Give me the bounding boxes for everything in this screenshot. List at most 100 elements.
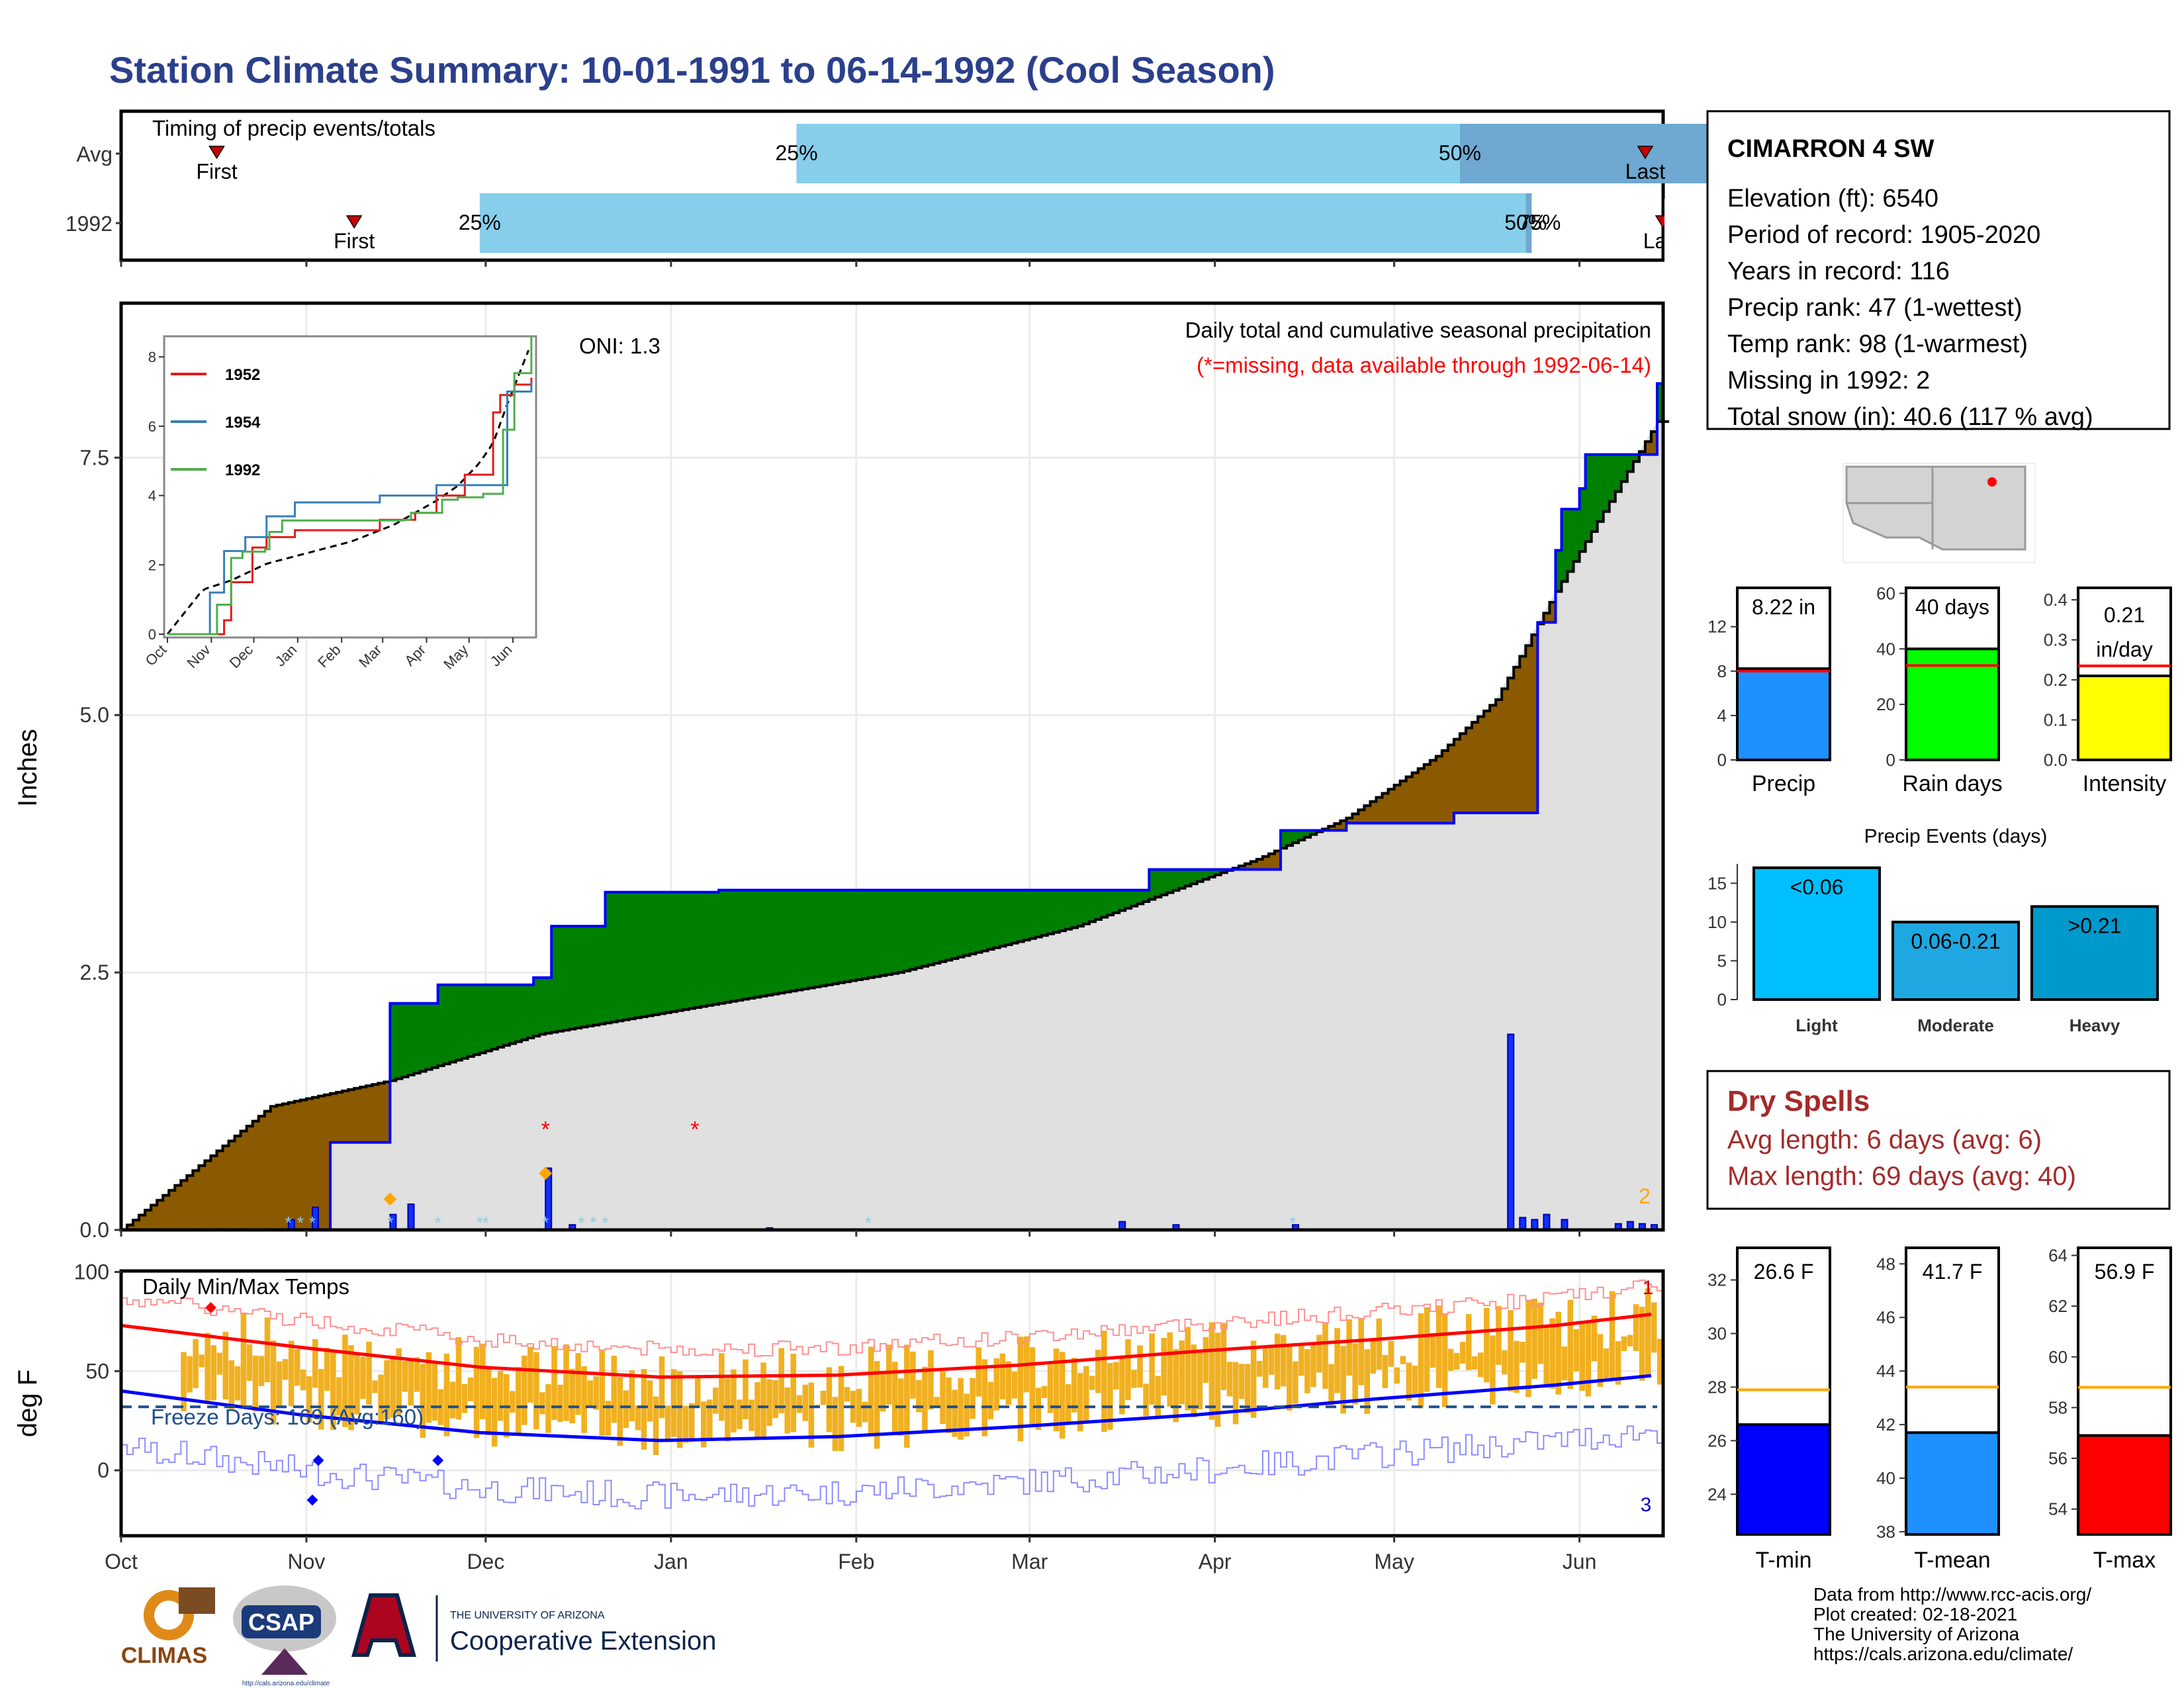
daily-temp-bar [348, 1345, 354, 1430]
daily-temp-bar [1071, 1358, 1077, 1413]
quartile-bar-25-50 [479, 193, 1526, 253]
daily-temp-bar [1418, 1313, 1424, 1409]
above-normal-fill [886, 890, 893, 975]
summary-bar-tick-label: 60 [1876, 583, 1895, 603]
inset-y-tick-label: 6 [148, 418, 156, 435]
above-normal-fill [545, 977, 553, 1033]
summary-bar-tick-label: 0 [1886, 750, 1895, 770]
temp-y-tick-label: 100 [74, 1260, 109, 1284]
daily-temp-bar [1412, 1366, 1418, 1395]
daily-temp-bar [1543, 1325, 1549, 1388]
events-y-tick-label: 15 [1707, 873, 1727, 893]
daily-temp-bar [760, 1362, 766, 1438]
temp-panel: 0 50 100 deg F Daily Min/Max Temps Freeze … [13, 1260, 1665, 1538]
daily-temp-bar [1083, 1366, 1089, 1424]
below-normal-fill [372, 1084, 379, 1143]
above-normal-fill [1585, 454, 1592, 542]
above-normal-fill [1561, 509, 1569, 582]
below-normal-fill [294, 1101, 301, 1230]
above-normal-fill [1035, 890, 1042, 937]
temp-y-axis: 0 50 100 [74, 1260, 121, 1482]
daily-temp-bar [1137, 1345, 1143, 1388]
daily-temp-bar [1597, 1334, 1604, 1387]
below-normal-fill [187, 1175, 194, 1230]
above-normal-fill [1053, 890, 1060, 933]
below-normal-fill [1328, 826, 1336, 831]
daily-temp-bar [408, 1359, 414, 1406]
daily-temp-bar [1131, 1370, 1137, 1388]
daily-temp-bar [426, 1352, 432, 1423]
above-normal-fill [426, 1003, 433, 1070]
daily-temp-bar [234, 1366, 241, 1401]
above-normal-fill [1071, 890, 1078, 928]
above-normal-fill [772, 890, 780, 994]
above-normal-fill [1125, 890, 1132, 909]
daily-temp-bar [976, 1347, 981, 1397]
daily-temp-bar [222, 1331, 229, 1400]
snow-event-marker [383, 1192, 397, 1206]
event-bar-label: >0.21 [2068, 914, 2122, 937]
temp-summary-tick-label: 30 [1707, 1323, 1727, 1343]
daily-temp-bar [958, 1378, 964, 1440]
below-normal-fill [1262, 856, 1269, 870]
precip-y-axis: 0.0 2.5 5.0 7.5 [80, 445, 121, 1242]
daily-temp-bar [725, 1378, 731, 1442]
daily-temp-bar [1459, 1342, 1466, 1364]
above-normal-fill [940, 890, 947, 962]
daily-temp-bar [1555, 1311, 1561, 1395]
above-normal-fill [1179, 869, 1186, 888]
daily-temp-bar [449, 1382, 456, 1419]
daily-temp-bar [856, 1388, 862, 1427]
locator-map [1843, 463, 2036, 563]
below-normal-fill [288, 1102, 295, 1230]
events-y-tick-label: 5 [1717, 951, 1727, 970]
daily-temp-bar [1573, 1329, 1580, 1372]
temp-summary-fill [2077, 1434, 2172, 1536]
below-normal-fill [175, 1185, 182, 1230]
below-normal-fill [1358, 810, 1365, 823]
quartile-bar-50-75 [1525, 193, 1532, 253]
daily-temp-bar [701, 1401, 707, 1448]
below-normal-fill [181, 1180, 188, 1230]
below-normal-fill [1334, 823, 1342, 831]
daily-temp-bar [1238, 1364, 1245, 1399]
missing-data-marker: * [690, 1117, 699, 1143]
station-info: Elevation (ft): 6540 Period of record: 19… [1727, 185, 2093, 431]
daily-temp-bar [1310, 1345, 1316, 1387]
daily-temp-bar [1441, 1313, 1448, 1407]
below-normal-fill [384, 1082, 391, 1143]
daily-temp-bar [1005, 1361, 1012, 1405]
below-normal-fill [1418, 769, 1425, 823]
daily-temp-bar [575, 1352, 581, 1415]
above-normal-fill [970, 890, 977, 955]
above-normal-fill [1089, 890, 1096, 922]
above-normal-fill [1298, 830, 1305, 840]
above-normal-fill [533, 977, 540, 1037]
below-normal-fill [193, 1170, 200, 1230]
snow-marker: * [477, 1213, 483, 1233]
below-normal-fill [1382, 793, 1389, 823]
above-normal-fill [1143, 890, 1150, 902]
x-axis-tick-label: Dec [467, 1550, 504, 1573]
temp-summary-tick-label: 54 [2048, 1499, 2068, 1519]
daily-temp-bar [1047, 1364, 1054, 1413]
below-normal-fill [127, 1225, 134, 1230]
daily-temp-bar [993, 1358, 1000, 1411]
daily-temp-bar [934, 1397, 940, 1407]
daily-temp-bar [1394, 1367, 1400, 1384]
daily-temp-bar [1639, 1307, 1645, 1381]
daily-temp-bar [611, 1356, 617, 1423]
above-normal-fill [664, 892, 672, 1013]
daily-precip-bar [1507, 1033, 1515, 1231]
daily-temp-bar [784, 1387, 790, 1434]
below-normal-fill [1447, 745, 1455, 823]
daily-temp-bar [1603, 1348, 1610, 1379]
page-title: Station Climate Summary: 10-01-1991 to 0… [109, 49, 1275, 91]
csap-url: http://cals.arizona.edu/climate [242, 1680, 330, 1687]
above-normal-fill [557, 926, 565, 1031]
above-normal-fill [599, 926, 606, 1024]
daily-temp-bar [1089, 1376, 1095, 1390]
first-event-label: First [196, 160, 237, 183]
below-normal-fill [270, 1106, 277, 1230]
below-normal-fill [151, 1205, 158, 1230]
